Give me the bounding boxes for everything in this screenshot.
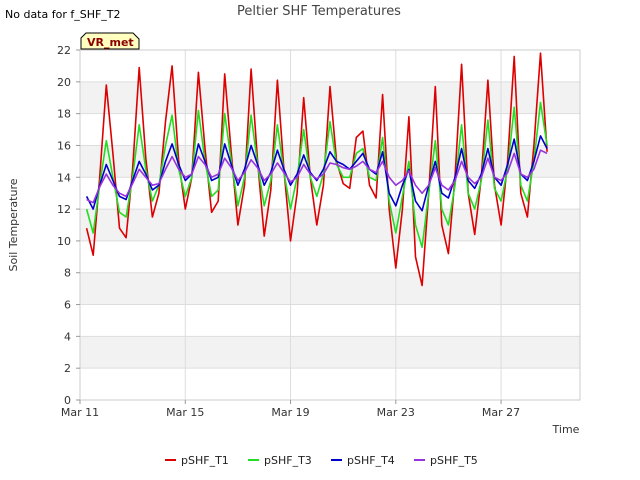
y-tick-label: 2 <box>64 362 71 375</box>
plot-band <box>80 209 580 241</box>
y-tick-label: 20 <box>57 76 71 89</box>
y-tick-label: 18 <box>57 108 71 121</box>
plot-band <box>80 50 580 82</box>
y-tick-label: 0 <box>64 394 71 407</box>
plot-band <box>80 113 580 146</box>
y-tick-label: 8 <box>64 267 71 280</box>
x-tick-label: Mar 23 <box>377 406 415 419</box>
y-tick-label: 22 <box>57 44 71 57</box>
y-tick-label: 4 <box>64 330 71 343</box>
plot-band <box>80 336 580 369</box>
x-axis-label: Time <box>552 423 580 436</box>
legend-label: pSHF_T5 <box>430 454 478 467</box>
plot-band <box>80 304 580 337</box>
series-line-pshf-t3 <box>85 101 548 249</box>
legend: pSHF_T1 pSHF_T3 pSHF_T4 pSHF_T5 <box>165 454 478 467</box>
x-tick-label: Mar 15 <box>166 406 204 419</box>
plot-frame <box>79 49 581 401</box>
y-tick-label: 16 <box>57 139 71 152</box>
series-lines <box>85 52 548 287</box>
x-axis-ticks: Mar 11 Mar 15 Mar 19 Mar 23 Mar 27 <box>61 400 520 419</box>
plot-band <box>80 368 580 400</box>
vr-met-badge: VR_met <box>80 32 140 50</box>
legend-label: pSHF_T1 <box>181 454 229 467</box>
x-tick-label: Mar 19 <box>271 406 309 419</box>
series-line-pshf-t1 <box>85 52 548 287</box>
x-tick-label: Mar 27 <box>482 406 520 419</box>
series-line-pshf-t4 <box>85 135 548 212</box>
y-tick-label: 14 <box>57 171 71 184</box>
chart-title: Peltier SHF Temperatures <box>237 4 401 19</box>
y-tick-label: 12 <box>57 203 71 216</box>
legend-label: pSHF_T4 <box>347 454 395 467</box>
plot-band <box>80 272 580 305</box>
x-tick-label: Mar 11 <box>61 406 99 419</box>
legend-label: pSHF_T3 <box>264 454 312 467</box>
y-axis-label: Soil Temperature <box>7 178 20 271</box>
y-tick-label: 10 <box>57 235 71 248</box>
series-line-pshf-t5 <box>86 149 548 204</box>
plot-background <box>80 50 580 400</box>
plot-band <box>80 240 580 273</box>
y-tick-label: 6 <box>64 299 71 312</box>
no-data-note: No data for f_SHF_T2 <box>5 8 121 21</box>
vr-met-badge-label: VR_met <box>87 36 134 49</box>
y-axis-ticks: 0 2 4 6 8 10 12 14 16 18 20 22 <box>57 44 80 407</box>
